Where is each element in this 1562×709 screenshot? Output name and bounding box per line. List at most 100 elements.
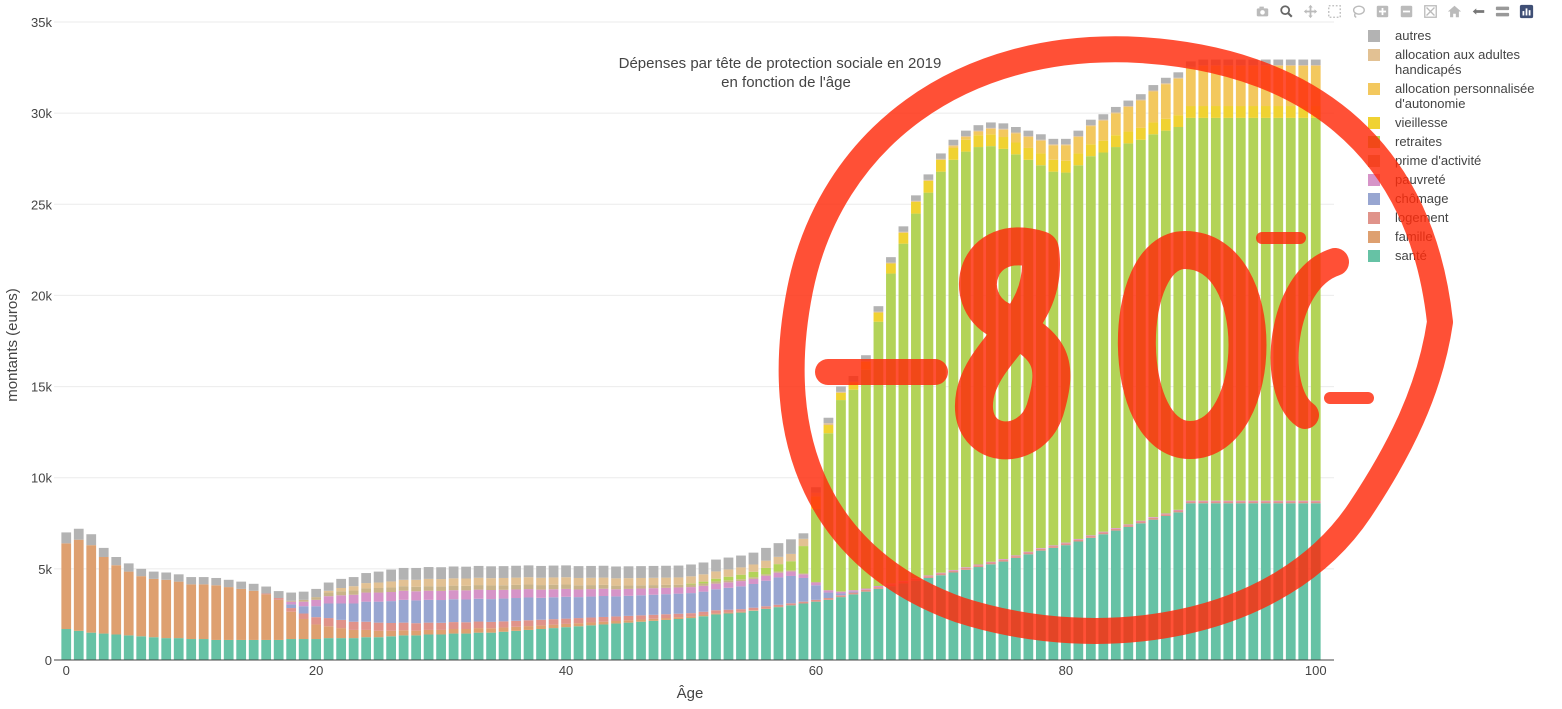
bar-segment[interactable] — [498, 585, 509, 590]
bar-segment[interactable] — [686, 587, 696, 594]
bar-segment[interactable] — [1035, 548, 1046, 551]
bar-segment[interactable] — [398, 579, 409, 587]
bar-segment[interactable] — [948, 159, 959, 570]
bar-segment[interactable] — [273, 598, 284, 600]
bar-segment[interactable] — [1298, 500, 1309, 502]
bar-segment[interactable] — [936, 575, 946, 660]
bar-segment[interactable] — [1148, 517, 1159, 518]
bar-segment[interactable] — [1285, 501, 1296, 504]
bar-segment[interactable] — [386, 587, 396, 593]
home-icon[interactable] — [1442, 2, 1466, 20]
bar-segment[interactable] — [823, 425, 834, 434]
bar-segment[interactable] — [736, 579, 746, 582]
bar-segment[interactable] — [711, 613, 721, 615]
bar-segment[interactable] — [523, 584, 534, 590]
bar-segment[interactable] — [873, 585, 884, 588]
bar-segment[interactable] — [886, 263, 896, 274]
bar-segment[interactable] — [486, 628, 496, 633]
zoom-in-icon[interactable] — [1370, 2, 1394, 20]
bar-segment[interactable] — [136, 576, 147, 637]
bar-segment[interactable] — [548, 589, 559, 598]
bar-segment[interactable] — [1123, 524, 1134, 526]
bar-segment[interactable] — [186, 584, 197, 640]
bar-segment[interactable] — [473, 621, 484, 629]
bar-segment[interactable] — [1273, 500, 1284, 502]
bar-segment[interactable] — [611, 578, 621, 586]
bar-segment[interactable] — [1035, 140, 1046, 154]
bar-segment[interactable] — [936, 572, 946, 574]
bar-segment[interactable] — [1223, 106, 1234, 118]
bar-segment[interactable] — [573, 585, 584, 590]
bar-segment[interactable] — [711, 559, 721, 572]
bar-segment[interactable] — [198, 639, 209, 660]
bar-segment[interactable] — [473, 585, 484, 590]
bar-segment[interactable] — [361, 592, 372, 602]
bar-segment[interactable] — [361, 637, 372, 660]
bar-segment[interactable] — [986, 128, 996, 135]
bar-segment[interactable] — [598, 596, 609, 617]
bar-segment[interactable] — [973, 564, 984, 566]
bar-segment[interactable] — [1273, 65, 1284, 66]
bar-segment[interactable] — [623, 620, 634, 623]
bar-segment[interactable] — [811, 581, 821, 583]
bar-segment[interactable] — [786, 553, 796, 562]
bar-segment[interactable] — [573, 618, 584, 624]
bar-segment[interactable] — [148, 578, 159, 638]
bar-segment[interactable] — [648, 594, 659, 615]
bar-segment[interactable] — [1248, 501, 1259, 504]
bar-segment[interactable] — [223, 639, 234, 660]
bar-segment[interactable] — [1248, 65, 1259, 107]
bar-segment[interactable] — [686, 616, 696, 619]
bar-segment[interactable] — [698, 562, 709, 575]
bar-segment[interactable] — [1235, 65, 1246, 107]
bar-segment[interactable] — [536, 629, 546, 660]
plotly-logo-icon[interactable] — [1514, 2, 1538, 20]
bar-segment[interactable] — [486, 578, 496, 586]
bar-segment[interactable] — [1110, 135, 1121, 148]
bar-segment[interactable] — [98, 547, 109, 558]
bar-segment[interactable] — [798, 603, 809, 660]
bar-segment[interactable] — [548, 624, 559, 629]
bar-segment[interactable] — [648, 614, 659, 619]
bar-segment[interactable] — [623, 615, 634, 621]
bar-segment[interactable] — [1098, 119, 1109, 121]
bar-segment[interactable] — [273, 591, 284, 599]
bar-segment[interactable] — [911, 195, 921, 201]
legend-item[interactable]: allocation aux adultes handicapés — [1368, 47, 1521, 77]
bar-segment[interactable] — [1260, 59, 1271, 66]
bar-segment[interactable] — [836, 597, 846, 660]
bar-segment[interactable] — [686, 618, 696, 660]
bar-segment[interactable] — [848, 389, 859, 591]
bar-segment[interactable] — [1085, 156, 1096, 536]
bar-segment[interactable] — [548, 577, 559, 585]
bar-segment[interactable] — [398, 622, 409, 631]
bar-segment[interactable] — [1160, 77, 1171, 84]
bar-segment[interactable] — [1123, 526, 1134, 660]
bar-segment[interactable] — [773, 564, 784, 572]
bar-segment[interactable] — [561, 577, 571, 585]
bar-segment[interactable] — [373, 592, 384, 602]
bar-segment[interactable] — [961, 567, 971, 568]
bar-segment[interactable] — [411, 623, 421, 631]
bar-segment[interactable] — [198, 584, 209, 640]
bar-segment[interactable] — [561, 627, 571, 660]
bar-segment[interactable] — [1310, 503, 1321, 660]
bar-segment[interactable] — [673, 587, 684, 594]
bar-segment[interactable] — [423, 634, 434, 660]
legend-item[interactable]: allocation personnalisée d'autonomie — [1368, 81, 1534, 111]
bar-segment[interactable] — [1098, 114, 1109, 120]
bar-segment[interactable] — [873, 311, 884, 313]
bar-segment[interactable] — [323, 603, 334, 619]
bar-segment[interactable] — [798, 577, 809, 602]
bar-segment[interactable] — [586, 585, 596, 590]
bar-segment[interactable] — [448, 590, 459, 600]
bar-segment[interactable] — [1210, 501, 1221, 504]
bar-segment[interactable] — [1310, 65, 1321, 66]
bar-segment[interactable] — [461, 629, 471, 634]
spike-lines-icon[interactable] — [1466, 2, 1490, 20]
bar-segment[interactable] — [1223, 501, 1234, 504]
bar-segment[interactable] — [311, 624, 322, 640]
bar-segment[interactable] — [298, 606, 309, 614]
bar-segment[interactable] — [111, 565, 122, 635]
bar-segment[interactable] — [136, 636, 147, 660]
